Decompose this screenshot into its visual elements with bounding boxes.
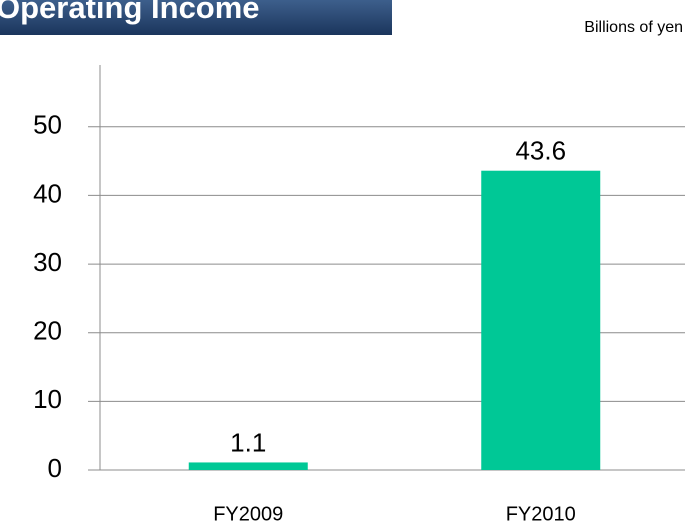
unit-label: Billions of yen xyxy=(584,19,683,36)
y-tick-label: 40 xyxy=(33,178,62,208)
x-tick-label: FY2009 xyxy=(213,503,283,525)
chart-title: Operating Income xyxy=(0,0,260,25)
x-tick-label: FY2010 xyxy=(506,503,576,525)
value-label: 43.6 xyxy=(515,136,566,166)
y-tick-label: 20 xyxy=(33,316,62,346)
y-tick-label: 10 xyxy=(33,384,62,414)
y-tick-label: 30 xyxy=(33,247,62,277)
y-tick-label: 50 xyxy=(33,110,62,140)
y-tick-label: 0 xyxy=(48,453,62,483)
bar xyxy=(188,462,308,470)
bar xyxy=(481,170,601,471)
value-label: 1.1 xyxy=(230,427,266,457)
title-banner xyxy=(0,0,392,35)
